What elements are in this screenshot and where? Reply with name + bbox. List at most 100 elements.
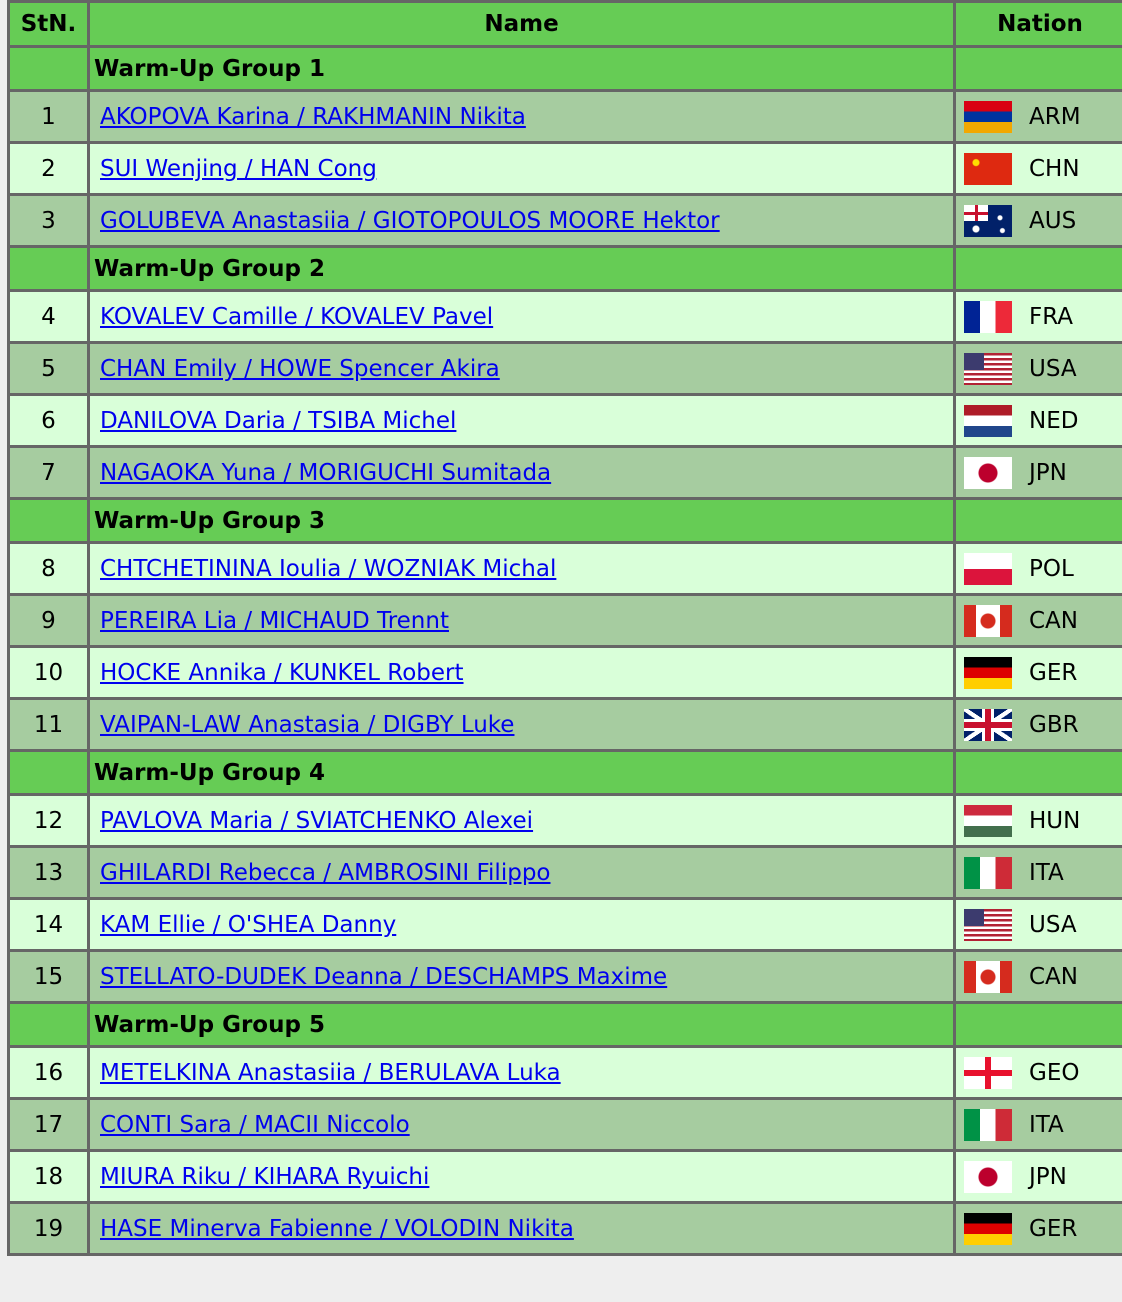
flag-aus-icon <box>964 204 1012 237</box>
table-row: 18 MIURA Riku / KIHARA Ryuichi JPN <box>7 1149 1122 1204</box>
flag-ger-icon <box>964 656 1012 689</box>
nation-code: NED <box>1029 407 1079 434</box>
start-number: 15 <box>7 949 90 1004</box>
skater-link[interactable]: PEREIRA Lia / MICHAUD Trennt <box>100 607 449 634</box>
group-label: Warm-Up Group 3 <box>87 497 956 544</box>
nation-code: GEO <box>1029 1059 1080 1086</box>
start-number: 4 <box>7 289 90 344</box>
table-row: 9 PEREIRA Lia / MICHAUD Trennt CAN <box>7 593 1122 648</box>
skater-link[interactable]: MIURA Riku / KIHARA Ryuichi <box>100 1163 430 1190</box>
skater-link[interactable]: AKOPOVA Karina / RAKHMANIN Nikita <box>100 103 526 130</box>
table-row: 19 HASE Minerva Fabienne / VOLODIN Nikit… <box>7 1201 1122 1256</box>
start-number: 5 <box>7 341 90 396</box>
flag-usa-icon <box>964 352 1012 385</box>
start-number: 11 <box>7 697 90 752</box>
nation-code: POL <box>1029 555 1074 582</box>
table-row: 17 CONTI Sara / MACII Niccolo ITA <box>7 1097 1122 1152</box>
skater-link[interactable]: KOVALEV Camille / KOVALEV Pavel <box>100 303 494 330</box>
skater-link[interactable]: SUI Wenjing / HAN Cong <box>100 155 377 182</box>
flag-ger-icon <box>964 1212 1012 1245</box>
skater-link[interactable]: GHILARDI Rebecca / AMBROSINI Filippo <box>100 859 551 886</box>
nation-code: FRA <box>1029 303 1074 330</box>
skater-link[interactable]: CHAN Emily / HOWE Spencer Akira <box>100 355 500 382</box>
start-number: 3 <box>7 193 90 248</box>
nation-code: GER <box>1029 659 1078 686</box>
start-number: 8 <box>7 541 90 596</box>
flag-ita-icon <box>964 1108 1012 1141</box>
skater-link[interactable]: PAVLOVA Maria / SVIATCHENKO Alexei <box>100 807 534 834</box>
table-row: 2 SUI Wenjing / HAN Cong CHN <box>7 141 1122 196</box>
flag-arm-icon <box>964 100 1012 133</box>
group-row: Warm-Up Group 1 <box>7 45 1122 92</box>
group-label: Warm-Up Group 2 <box>87 245 956 292</box>
nation-code: HUN <box>1029 807 1081 834</box>
flag-ned-icon <box>964 404 1012 437</box>
starting-order-table: StN. Name Nation Warm-Up Group 1 1 AKOPO… <box>7 0 1122 1256</box>
start-number: 14 <box>7 897 90 952</box>
flag-fra-icon <box>964 300 1012 333</box>
nation-code: JPN <box>1029 1163 1067 1190</box>
table-row: 16 METELKINA Anastasiia / BERULAVA Luka … <box>7 1045 1122 1100</box>
flag-can-icon <box>964 960 1012 993</box>
table-row: 10 HOCKE Annika / KUNKEL Robert GER <box>7 645 1122 700</box>
group-row: Warm-Up Group 5 <box>7 1001 1122 1048</box>
flag-geo-icon <box>964 1056 1012 1089</box>
flag-usa-icon <box>964 908 1012 941</box>
start-number: 19 <box>7 1201 90 1256</box>
skater-link[interactable]: DANILOVA Daria / TSIBA Michel <box>100 407 457 434</box>
skater-link[interactable]: GOLUBEVA Anastasiia / GIOTOPOULOS MOORE … <box>100 207 720 234</box>
nation-code: CAN <box>1029 607 1078 634</box>
group-row: Warm-Up Group 2 <box>7 245 1122 292</box>
group-label: Warm-Up Group 5 <box>87 1001 956 1048</box>
skater-link[interactable]: CHTCHETININA Ioulia / WOZNIAK Michal <box>100 555 557 582</box>
flag-jpn-icon <box>964 456 1012 489</box>
start-number: 13 <box>7 845 90 900</box>
flag-chn-icon <box>964 152 1012 185</box>
flag-pol-icon <box>964 552 1012 585</box>
start-number: 7 <box>7 445 90 500</box>
start-number: 16 <box>7 1045 90 1100</box>
flag-gbr-icon <box>964 708 1012 741</box>
group-label: Warm-Up Group 1 <box>87 45 956 92</box>
skater-link[interactable]: KAM Ellie / O'SHEA Danny <box>100 911 397 938</box>
nation-code: ARM <box>1029 103 1081 130</box>
skater-link[interactable]: HOCKE Annika / KUNKEL Robert <box>100 659 464 686</box>
nation-code: JPN <box>1029 459 1067 486</box>
table-row: 15 STELLATO-DUDEK Deanna / DESCHAMPS Max… <box>7 949 1122 1004</box>
table-row: 7 NAGAOKA Yuna / MORIGUCHI Sumitada JPN <box>7 445 1122 500</box>
flag-jpn-icon <box>964 1160 1012 1193</box>
nation-code: ITA <box>1029 859 1064 886</box>
header-stn: StN. <box>7 0 90 48</box>
start-number: 2 <box>7 141 90 196</box>
skater-link[interactable]: CONTI Sara / MACII Niccolo <box>100 1111 410 1138</box>
nation-code: CHN <box>1029 155 1080 182</box>
group-row: Warm-Up Group 3 <box>7 497 1122 544</box>
table-row: 3 GOLUBEVA Anastasiia / GIOTOPOULOS MOOR… <box>7 193 1122 248</box>
table-row: 1 AKOPOVA Karina / RAKHMANIN Nikita ARM <box>7 89 1122 144</box>
skater-link[interactable]: METELKINA Anastasiia / BERULAVA Luka <box>100 1059 561 1086</box>
table-row: 13 GHILARDI Rebecca / AMBROSINI Filippo … <box>7 845 1122 900</box>
table-row: 14 KAM Ellie / O'SHEA Danny USA <box>7 897 1122 952</box>
skater-link[interactable]: VAIPAN-LAW Anastasia / DIGBY Luke <box>100 711 515 738</box>
table-row: 6 DANILOVA Daria / TSIBA Michel NED <box>7 393 1122 448</box>
flag-can-icon <box>964 604 1012 637</box>
skater-link[interactable]: HASE Minerva Fabienne / VOLODIN Nikita <box>100 1215 574 1242</box>
skater-link[interactable]: NAGAOKA Yuna / MORIGUCHI Sumitada <box>100 459 552 486</box>
start-number: 1 <box>7 89 90 144</box>
start-number: 10 <box>7 645 90 700</box>
start-number: 6 <box>7 393 90 448</box>
table-row: 5 CHAN Emily / HOWE Spencer Akira USA <box>7 341 1122 396</box>
flag-hun-icon <box>964 804 1012 837</box>
nation-code: USA <box>1029 911 1077 938</box>
nation-code: ITA <box>1029 1111 1064 1138</box>
skater-link[interactable]: STELLATO-DUDEK Deanna / DESCHAMPS Maxime <box>100 963 668 990</box>
group-row: Warm-Up Group 4 <box>7 749 1122 796</box>
flag-ita-icon <box>964 856 1012 889</box>
start-number: 17 <box>7 1097 90 1152</box>
group-label: Warm-Up Group 4 <box>87 749 956 796</box>
table-row: 8 CHTCHETININA Ioulia / WOZNIAK Michal P… <box>7 541 1122 596</box>
nation-code: AUS <box>1029 207 1077 234</box>
header-nation: Nation <box>953 0 1122 48</box>
header-name: Name <box>87 0 956 48</box>
nation-code: CAN <box>1029 963 1078 990</box>
